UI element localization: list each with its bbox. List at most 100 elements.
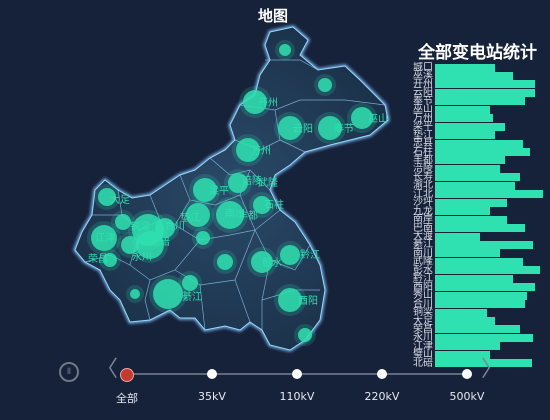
stat-bar[interactable] bbox=[435, 215, 507, 224]
stat-bar[interactable] bbox=[435, 291, 527, 300]
substation-bubble[interactable] bbox=[153, 279, 183, 309]
substation-bubble[interactable] bbox=[186, 203, 210, 227]
substation-bubble[interactable] bbox=[278, 116, 302, 140]
stat-bar[interactable] bbox=[435, 148, 530, 156]
stat-bar[interactable] bbox=[435, 122, 505, 131]
stat-bar[interactable] bbox=[435, 283, 535, 292]
substation-bubble[interactable] bbox=[351, 107, 373, 129]
stat-bar[interactable] bbox=[435, 139, 523, 148]
stat-bar[interactable] bbox=[435, 350, 490, 359]
stat-bar[interactable] bbox=[435, 164, 500, 173]
stat-bar[interactable] bbox=[435, 63, 495, 72]
stat-bar[interactable] bbox=[435, 173, 520, 182]
stat-bar[interactable] bbox=[435, 300, 525, 309]
stat-bar[interactable] bbox=[435, 308, 487, 317]
stats-title: 全部变电站统计 bbox=[418, 43, 537, 63]
stat-bar[interactable] bbox=[435, 198, 507, 207]
substation-bubble[interactable] bbox=[280, 245, 300, 265]
substation-bubble[interactable] bbox=[103, 253, 117, 267]
stat-row-label: 綦江 bbox=[413, 239, 433, 251]
timeline-label[interactable]: 全部 bbox=[116, 392, 138, 405]
stat-row-label: 沙坪 bbox=[413, 197, 433, 209]
timeline-dot[interactable] bbox=[207, 369, 217, 379]
stat-bar[interactable] bbox=[435, 156, 505, 165]
substation-bubble[interactable] bbox=[98, 188, 116, 206]
stat-row: 荣昌 bbox=[400, 324, 520, 335]
stat-bar[interactable] bbox=[435, 80, 535, 89]
stat-bar[interactable] bbox=[435, 131, 495, 140]
stat-row: 江北 bbox=[400, 189, 543, 200]
timeline-dot-active[interactable] bbox=[120, 368, 134, 382]
stat-bar[interactable] bbox=[435, 240, 533, 249]
substation-bubble[interactable] bbox=[228, 173, 248, 193]
substation-bubble[interactable] bbox=[216, 201, 244, 229]
prev-arrow-icon[interactable]: 〈 bbox=[96, 357, 119, 382]
timeline-label[interactable]: 500kV bbox=[449, 390, 485, 403]
substation-bubble[interactable] bbox=[130, 289, 140, 299]
stat-row-label: 巫山 bbox=[413, 104, 433, 116]
substation-bubble[interactable] bbox=[318, 116, 342, 140]
timeline-label[interactable]: 220kV bbox=[364, 390, 400, 403]
stat-row-label: 合川 bbox=[413, 298, 433, 310]
stat-row-label: 开州 bbox=[413, 78, 433, 90]
substation-bubble[interactable] bbox=[193, 178, 217, 202]
stat-bar[interactable] bbox=[435, 181, 515, 190]
stat-bar[interactable] bbox=[435, 359, 532, 368]
stat-row: 黔江 bbox=[400, 273, 513, 284]
substation-bubble[interactable] bbox=[236, 138, 260, 162]
stat-bar[interactable] bbox=[435, 224, 525, 233]
stat-bar[interactable] bbox=[435, 274, 513, 283]
district-label: 奉节 bbox=[334, 122, 354, 135]
pause-button[interactable]: Ⅱ bbox=[59, 362, 79, 382]
substation-bubble[interactable] bbox=[251, 251, 273, 273]
stat-bar[interactable] bbox=[435, 325, 520, 334]
stat-bar[interactable] bbox=[435, 207, 490, 216]
stat-bar[interactable] bbox=[435, 105, 490, 114]
stat-bar[interactable] bbox=[435, 333, 533, 342]
stat-row: 开州 bbox=[400, 79, 535, 90]
stat-row: 涪陵 bbox=[400, 163, 500, 174]
substation-bubble[interactable] bbox=[243, 90, 267, 114]
stat-bar[interactable] bbox=[435, 232, 480, 241]
substation-bubble[interactable] bbox=[115, 214, 131, 230]
stat-bar[interactable] bbox=[435, 97, 525, 106]
timeline-dot[interactable] bbox=[462, 369, 472, 379]
substation-bubble[interactable] bbox=[155, 218, 175, 238]
stat-bar[interactable] bbox=[435, 342, 500, 351]
timeline-dot[interactable] bbox=[292, 369, 302, 379]
substation-bubble[interactable] bbox=[253, 196, 271, 214]
next-arrow-icon[interactable]: 〉 bbox=[481, 357, 504, 382]
district-label: 南川 bbox=[225, 207, 245, 220]
substation-bubble[interactable] bbox=[298, 328, 312, 342]
stat-bar[interactable] bbox=[435, 71, 513, 80]
stat-row-label: 南川 bbox=[413, 247, 433, 259]
substation-bubble[interactable] bbox=[278, 288, 302, 312]
timeline-dot[interactable] bbox=[377, 369, 387, 379]
stat-bar[interactable] bbox=[435, 257, 523, 266]
stat-row: 南岸 bbox=[400, 214, 507, 225]
stat-bar[interactable] bbox=[435, 88, 535, 97]
timeline-label[interactable]: 110kV bbox=[279, 390, 315, 403]
voltage-timeline[interactable]: Ⅱ 〈 全部 35kV 110kV 220kV 500kV 〉 bbox=[0, 357, 550, 420]
stat-row: 合川 bbox=[400, 299, 525, 310]
substation-bubble[interactable] bbox=[136, 231, 164, 259]
stat-row-label: 长寿 bbox=[413, 171, 433, 183]
stat-row-label: 酉阳 bbox=[413, 281, 433, 293]
timeline-label[interactable]: 35kV bbox=[198, 390, 226, 403]
substation-bubble[interactable] bbox=[318, 78, 332, 92]
district-label: 梁平 bbox=[209, 184, 229, 197]
substation-bubble[interactable] bbox=[121, 236, 139, 254]
stat-bar[interactable] bbox=[435, 249, 500, 258]
stat-bar[interactable] bbox=[435, 317, 495, 325]
stat-bar[interactable] bbox=[435, 266, 540, 275]
substation-bubble[interactable] bbox=[217, 254, 233, 270]
substation-bubble[interactable] bbox=[196, 231, 210, 245]
stat-bar[interactable] bbox=[435, 114, 493, 123]
substation-bubble[interactable] bbox=[182, 275, 198, 291]
substation-bubble[interactable] bbox=[279, 44, 291, 56]
substation-bubble[interactable] bbox=[91, 225, 117, 251]
stat-bar[interactable] bbox=[435, 190, 543, 199]
stat-row: 梁平 bbox=[400, 121, 505, 132]
stat-row-label: 北碚 bbox=[413, 357, 433, 369]
